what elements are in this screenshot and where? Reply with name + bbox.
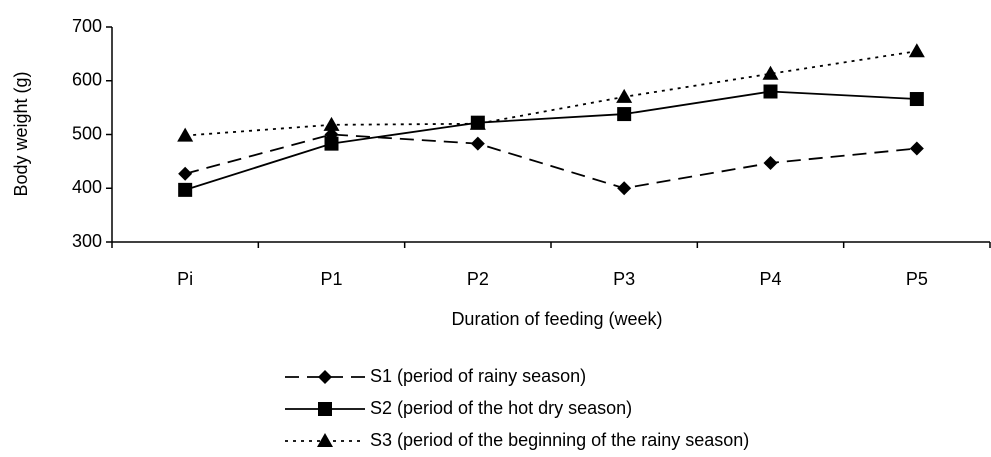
marker: [909, 141, 924, 156]
y-tick-label: 500: [72, 123, 102, 143]
marker: [323, 116, 340, 131]
x-tick-label: P3: [613, 269, 635, 289]
y-tick-label: 400: [72, 177, 102, 197]
marker: [318, 402, 332, 416]
marker: [178, 166, 193, 181]
marker: [177, 127, 194, 142]
marker: [470, 136, 485, 151]
series-line: [184, 133, 917, 190]
y-tick-label: 700: [72, 16, 102, 36]
y-axis-label: Body weight (g): [11, 71, 31, 196]
x-tick-label: P4: [759, 269, 781, 289]
marker: [178, 182, 193, 197]
marker: [317, 433, 333, 447]
marker: [324, 136, 339, 151]
legend-label: S3 (period of the beginning of the rainy…: [370, 430, 749, 450]
y-tick-label: 600: [72, 70, 102, 90]
marker: [763, 155, 778, 170]
legend-label: S2 (period of the hot dry season): [370, 398, 632, 418]
marker: [469, 115, 486, 130]
legend-label: S1 (period of rainy season): [370, 366, 586, 386]
marker: [318, 370, 332, 384]
marker: [617, 107, 632, 122]
x-tick-label: P2: [467, 269, 489, 289]
marker: [763, 84, 778, 99]
marker: [908, 43, 925, 58]
x-tick-label: P5: [906, 269, 928, 289]
marker: [909, 92, 924, 107]
y-tick-label: 300: [72, 231, 102, 251]
series-line: [185, 50, 917, 137]
x-axis-label: Duration of feeding (week): [451, 309, 662, 329]
marker: [616, 88, 633, 103]
marker: [762, 65, 779, 80]
marker: [617, 181, 632, 196]
x-tick-label: Pi: [177, 269, 193, 289]
x-tick-label: P1: [320, 269, 342, 289]
series-line: [184, 90, 917, 191]
